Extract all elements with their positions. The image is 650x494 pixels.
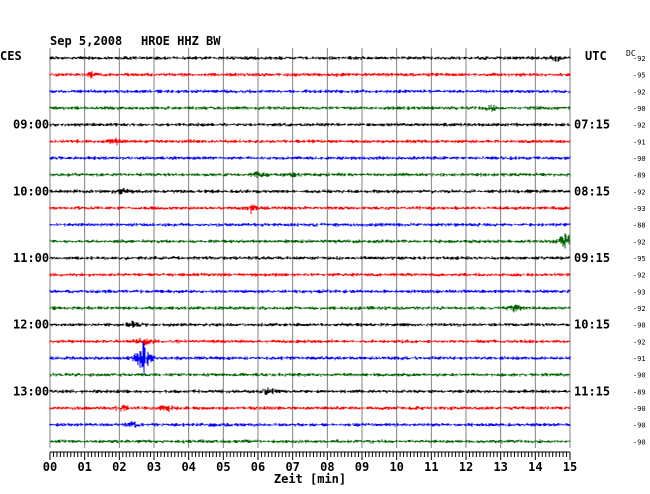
seismic-trace xyxy=(49,304,571,313)
left-time-label: 09:00 xyxy=(13,118,49,132)
seismic-trace xyxy=(49,171,571,178)
seismic-trace xyxy=(49,421,571,428)
dc-offset-label: -93 xyxy=(633,288,646,296)
dc-offset-label: -90 xyxy=(633,438,646,446)
x-tick-label: 01 xyxy=(77,460,91,474)
x-axis: 00 01 02 03 04 05 06 07 08 09 10 11 12 13 14 15 xyxy=(43,451,577,474)
dc-offset-label: -92 xyxy=(633,122,646,130)
x-tick-label: 02 xyxy=(112,460,126,474)
right-time-label: 07:15 xyxy=(574,118,610,132)
right-time-label: 11:15 xyxy=(574,384,610,398)
seismic-trace xyxy=(49,372,571,377)
dc-offset-label: -90 xyxy=(633,422,646,430)
dc-offset-label: -88 xyxy=(633,222,646,230)
dc-offset-label: -90 xyxy=(633,155,646,163)
dc-offset-label: -91 xyxy=(633,355,646,363)
seismic-trace xyxy=(49,289,571,294)
x-tick-label: 08 xyxy=(320,460,334,474)
seismic-trace xyxy=(49,342,571,374)
x-tick-label: 00 xyxy=(43,460,57,474)
chart-date: Sep 5,2008 xyxy=(50,34,122,48)
dc-offset-label: -89 xyxy=(633,172,646,180)
x-tick-label: 07 xyxy=(285,460,299,474)
dc-offset-label: -90 xyxy=(633,322,646,330)
dc-label: DC xyxy=(626,49,636,58)
x-tick-label: 04 xyxy=(181,460,195,474)
seismic-trace xyxy=(49,155,571,161)
dc-offset-label: -95 xyxy=(633,255,646,263)
right-time-label: 10:15 xyxy=(574,318,610,332)
seismic-trace xyxy=(49,222,571,227)
dc-offset-label: -93 xyxy=(633,205,646,213)
seismic-trace xyxy=(49,404,571,413)
time-labels: -92 -95 -92 -90 -92 -91 -90 -89 -92 -93 -88 -92 -95 -… xyxy=(13,55,646,446)
dc-offset-label: -92 xyxy=(633,238,646,246)
seismic-trace xyxy=(49,387,571,395)
seismic-trace xyxy=(49,122,571,127)
dc-offset-label: -89 xyxy=(633,388,646,396)
dc-offset-label: -92 xyxy=(633,55,646,63)
seismic-trace xyxy=(49,337,571,346)
seismic-trace xyxy=(49,187,571,195)
seismic-trace xyxy=(49,137,571,146)
seismic-trace xyxy=(49,256,571,261)
dc-offset-label: -91 xyxy=(633,138,646,146)
x-tick-label: 06 xyxy=(251,460,265,474)
dc-offset-label: -90 xyxy=(633,405,646,413)
x-tick-label: 05 xyxy=(216,460,230,474)
left-time-label: 13:00 xyxy=(13,384,49,398)
right-timezone-label: UTC xyxy=(585,49,607,63)
x-tick-label: 13 xyxy=(493,460,507,474)
right-time-label: 08:15 xyxy=(574,184,610,198)
x-tick-label: 15 xyxy=(563,460,577,474)
dc-offset-label: -92 xyxy=(633,88,646,96)
dc-offset-label: -92 xyxy=(633,338,646,346)
seismic-trace xyxy=(49,204,571,215)
x-tick-label: 09 xyxy=(355,460,369,474)
seismic-trace xyxy=(49,233,571,249)
right-time-label: 09:15 xyxy=(574,251,610,265)
x-tick-label: 03 xyxy=(147,460,161,474)
seismic-traces xyxy=(49,55,571,444)
seismic-trace xyxy=(49,89,571,94)
dc-offset-label: -92 xyxy=(633,272,646,280)
x-tick-label: 14 xyxy=(528,460,542,474)
x-tick-label: 12 xyxy=(459,460,473,474)
dc-offset-label: -90 xyxy=(633,105,646,113)
x-tick-label: 10 xyxy=(389,460,403,474)
grid-lines xyxy=(49,48,571,448)
dc-offset-label: -90 xyxy=(633,372,646,380)
seismic-trace xyxy=(49,104,571,112)
seismic-trace xyxy=(49,55,571,62)
station-name: HROE HHZ BW xyxy=(141,34,221,48)
left-time-label: 12:00 xyxy=(13,318,49,332)
seismic-trace xyxy=(49,320,571,328)
seismic-trace xyxy=(49,71,571,79)
dc-offset-label: -92 xyxy=(633,188,646,196)
x-tick-label: 11 xyxy=(424,460,438,474)
dc-offset-label: -95 xyxy=(633,72,646,80)
x-axis-title: Zeit [min] xyxy=(274,472,346,486)
seismic-trace xyxy=(49,439,571,444)
dc-offset-label: -92 xyxy=(633,305,646,313)
seismic-trace xyxy=(49,272,571,277)
left-time-label: 11:00 xyxy=(13,251,49,265)
left-timezone-label: CES xyxy=(0,49,22,63)
left-time-label: 10:00 xyxy=(13,184,49,198)
